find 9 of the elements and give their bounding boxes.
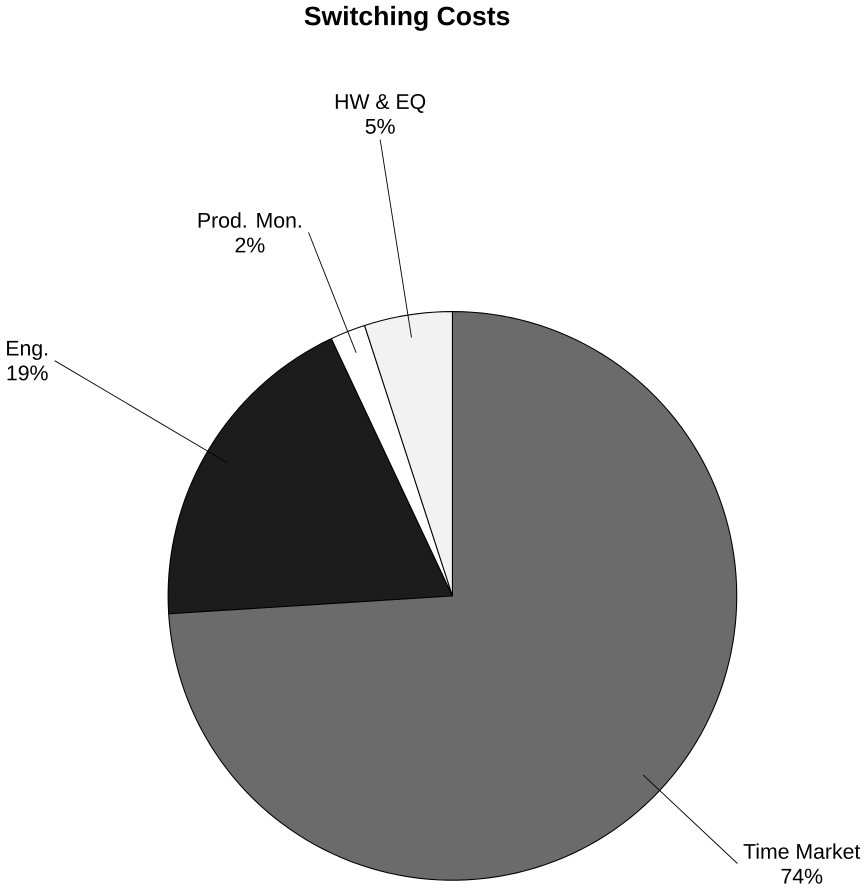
data-label: 19% bbox=[8, 365, 48, 380]
slice-label: Time Market bbox=[744, 843, 860, 859]
slice-label: HW & EQ bbox=[336, 94, 426, 113]
slice-label: Prod. Mon. bbox=[198, 212, 302, 228]
slice-label: Eng. bbox=[7, 340, 48, 360]
chart-title: Switching Costs bbox=[304, 6, 510, 31]
data-label: 2% bbox=[236, 238, 265, 253]
data-label: 5% bbox=[366, 118, 395, 134]
data-label: 74% bbox=[782, 868, 822, 884]
